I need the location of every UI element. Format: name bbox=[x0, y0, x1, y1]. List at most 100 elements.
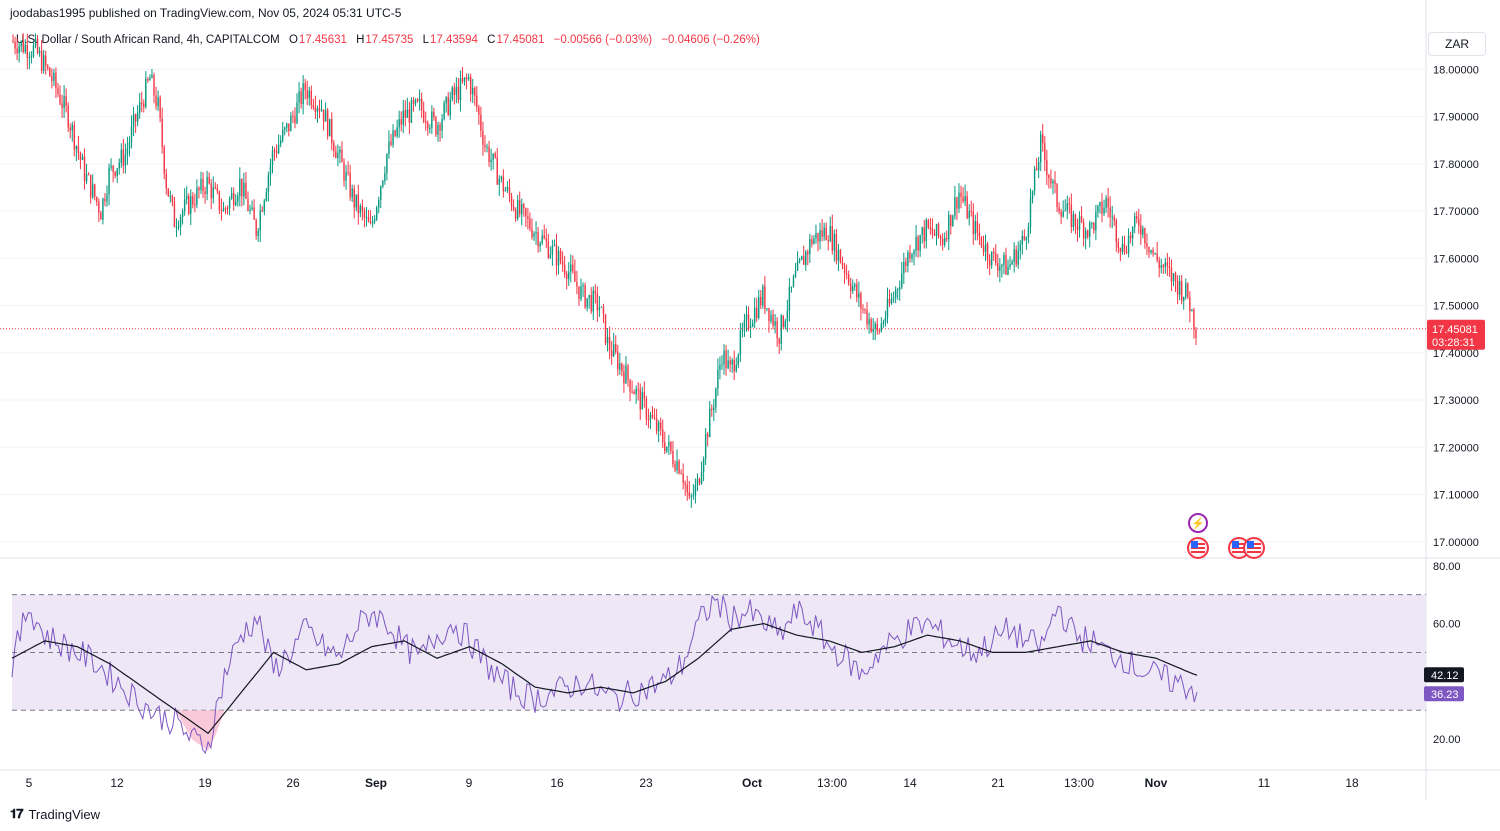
candle-body bbox=[490, 159, 492, 163]
candle-body bbox=[382, 180, 384, 187]
candle-body bbox=[670, 441, 672, 452]
candle-body bbox=[829, 226, 831, 242]
change-value: −0.00566 (−0.03%) bbox=[553, 34, 653, 46]
candle-body bbox=[733, 360, 735, 372]
candle-body bbox=[1123, 243, 1126, 253]
candle-body bbox=[976, 221, 979, 233]
candle-body bbox=[516, 200, 519, 219]
candle-body bbox=[950, 214, 952, 227]
candle-body bbox=[375, 207, 378, 220]
high-value: 17.45735 bbox=[365, 34, 414, 46]
candle-body bbox=[890, 298, 893, 304]
candle-body bbox=[57, 88, 59, 95]
candle-body bbox=[1076, 226, 1079, 230]
candle-body bbox=[472, 87, 474, 95]
candle-body bbox=[165, 173, 167, 189]
candle-body bbox=[259, 210, 261, 231]
candle-body bbox=[849, 283, 852, 292]
candle-body bbox=[500, 176, 503, 179]
candle-body bbox=[997, 263, 999, 271]
candle-body bbox=[984, 243, 987, 252]
candle-body bbox=[459, 77, 462, 101]
candle-body bbox=[946, 237, 948, 240]
us-flag-icon[interactable] bbox=[1243, 537, 1265, 559]
candle-body bbox=[155, 95, 157, 107]
candle-body bbox=[692, 495, 695, 497]
candle-body bbox=[986, 243, 989, 260]
candle-body bbox=[627, 365, 629, 380]
candle-body bbox=[214, 187, 217, 189]
candle-body bbox=[183, 199, 186, 212]
candle-body bbox=[1082, 222, 1085, 239]
candle-body bbox=[202, 178, 204, 192]
candle-body bbox=[1148, 246, 1150, 253]
candle-body bbox=[990, 251, 993, 266]
candle-body bbox=[525, 208, 527, 217]
candle-body bbox=[960, 192, 962, 197]
candle-body bbox=[651, 414, 654, 418]
candle-body bbox=[230, 193, 233, 199]
time-tick-label: 23 bbox=[639, 776, 653, 790]
candle-body bbox=[941, 238, 944, 245]
candle-body bbox=[999, 266, 1001, 271]
candle-body bbox=[1174, 273, 1177, 282]
price-tick-label: 17.80000 bbox=[1433, 159, 1479, 171]
lightning-icon[interactable]: ⚡ bbox=[1188, 513, 1208, 533]
candle-body bbox=[212, 187, 214, 199]
candle-body bbox=[267, 175, 270, 192]
candle-body bbox=[96, 196, 98, 202]
candle-body bbox=[786, 310, 789, 321]
rsi-ma-value: 42.12 bbox=[1431, 670, 1459, 682]
candle-body bbox=[251, 207, 253, 210]
candle-body bbox=[841, 262, 844, 266]
candle-body bbox=[721, 364, 723, 366]
candle-body bbox=[416, 99, 419, 102]
symbol-title[interactable]: U.S. Dollar / South African Rand, 4h, CA… bbox=[16, 34, 280, 46]
time-tick-label: 19 bbox=[198, 776, 212, 790]
candle-body bbox=[1172, 273, 1175, 282]
candle-body bbox=[141, 102, 143, 104]
candle-body bbox=[565, 273, 568, 280]
candle-body bbox=[398, 119, 400, 128]
candle-body bbox=[192, 196, 194, 205]
candle-body bbox=[328, 118, 331, 137]
candle-body bbox=[269, 164, 272, 176]
candle-body bbox=[194, 204, 196, 206]
candle-body bbox=[872, 328, 874, 332]
candle-body bbox=[343, 162, 345, 181]
us-flag-icon[interactable] bbox=[1187, 537, 1209, 559]
candle-body bbox=[482, 130, 484, 145]
candle-body bbox=[190, 196, 192, 214]
candle-body bbox=[359, 206, 362, 214]
candle-body bbox=[766, 308, 768, 310]
candle-body bbox=[14, 41, 16, 49]
candle-body bbox=[719, 365, 721, 370]
candle-body bbox=[173, 201, 176, 228]
candle-body bbox=[316, 108, 319, 112]
candle-body bbox=[929, 227, 932, 229]
candle-body bbox=[845, 273, 848, 275]
candle-body bbox=[65, 95, 67, 106]
candle-body bbox=[420, 98, 423, 111]
candle-body bbox=[510, 195, 513, 207]
candle-body bbox=[659, 422, 662, 430]
candle-body bbox=[20, 41, 22, 47]
footer-brand[interactable]: 𝟏𝟕 TradingView bbox=[10, 806, 100, 822]
currency-button[interactable]: ZAR bbox=[1428, 32, 1486, 56]
candle-body bbox=[717, 369, 719, 389]
candle-body bbox=[349, 172, 351, 198]
candle-body bbox=[764, 286, 766, 310]
candle-body bbox=[1127, 235, 1130, 253]
candle-body bbox=[753, 307, 756, 324]
candle-body bbox=[909, 252, 911, 259]
close-value: 17.45081 bbox=[496, 34, 545, 46]
candle-body bbox=[1158, 260, 1160, 268]
candle-body bbox=[792, 276, 795, 287]
candle-body bbox=[713, 407, 715, 410]
candle-body bbox=[1046, 160, 1048, 176]
candle-body bbox=[55, 72, 57, 89]
candle-body bbox=[1050, 178, 1052, 184]
candle-body bbox=[856, 284, 858, 298]
candle-body bbox=[288, 123, 290, 132]
